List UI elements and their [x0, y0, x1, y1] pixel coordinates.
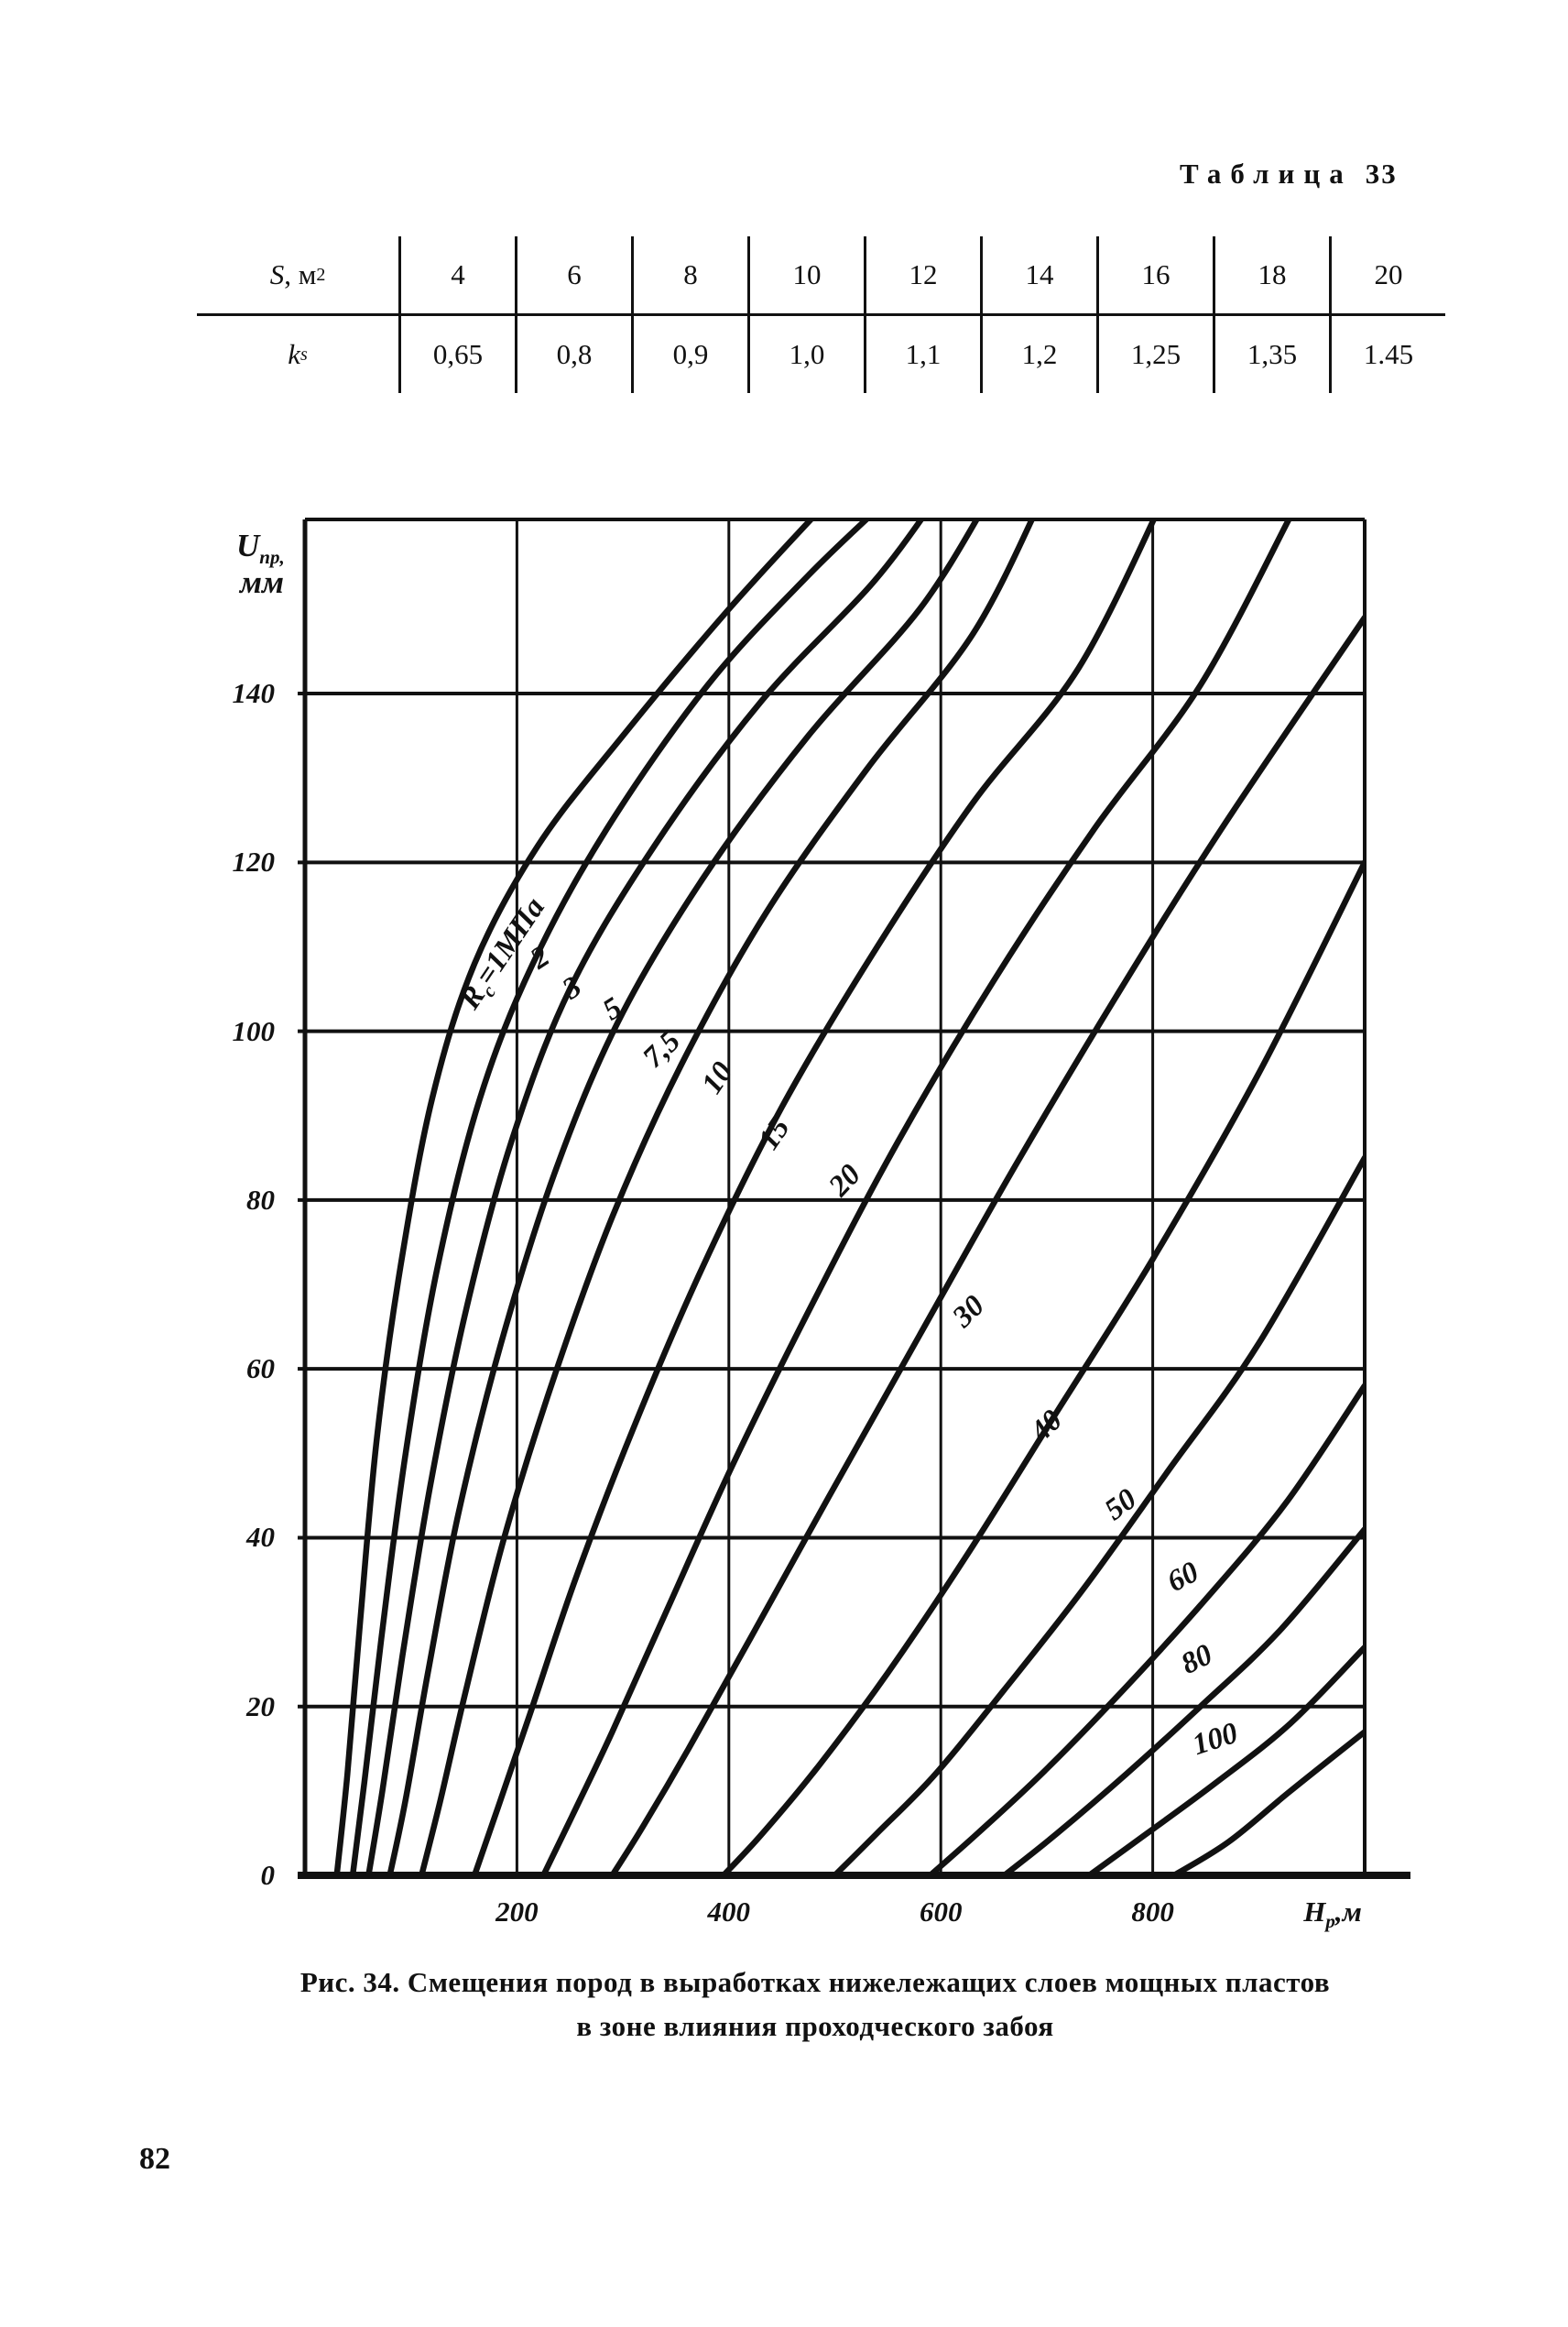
y-axis-title: Uпр, мм	[236, 528, 285, 600]
curve-3	[365, 519, 925, 1875]
x-tick-label-800: 800	[1131, 1895, 1174, 1928]
table-title-number: 33	[1365, 158, 1398, 190]
curve-7,5	[419, 519, 1036, 1875]
y-tick-label-140: 140	[232, 677, 276, 710]
table-col-header: 8	[631, 236, 747, 316]
x-tick-label-400: 400	[707, 1895, 751, 1928]
table-col-header: 16	[1096, 236, 1213, 316]
x-tick-label-200: 200	[495, 1895, 539, 1928]
table-cell-value: 1,35	[1213, 316, 1329, 393]
figure-caption-line2: в зоне влияния проходческого забоя	[576, 2010, 1054, 2042]
table-cell-value: 1,1	[864, 316, 980, 393]
curve-100	[1171, 1729, 1365, 1875]
table-title: Таблица 33	[1180, 158, 1398, 191]
table-cell-value: 1,0	[747, 316, 864, 393]
y-tick-label-60: 60	[246, 1352, 275, 1385]
coefficient-table: S, м 2 4 6 8 10 12 14 16 18 20 k s 0,65 0,8 0,9 1,0 1,1 1,…	[197, 236, 1445, 393]
figure-caption-line1: Рис. 34. Смещения пород в выработках ниж…	[299, 1966, 1331, 1998]
curve-80	[1085, 1644, 1365, 1875]
table-cell-value: 0,8	[515, 316, 631, 393]
table-col-header: 12	[864, 236, 980, 316]
x-tick-label-600: 600	[919, 1895, 963, 1928]
y-tick-label-40: 40	[246, 1521, 275, 1554]
curve-1	[333, 519, 815, 1875]
curve-30	[720, 859, 1365, 1875]
curve-10	[471, 519, 1158, 1875]
table-cell-value: 1.45	[1329, 316, 1445, 393]
y-tick-label-0: 0	[260, 1859, 276, 1891]
curve-50	[927, 1382, 1365, 1875]
table-col-header: 4	[398, 236, 515, 316]
curve-60	[1001, 1525, 1365, 1875]
curve-5	[387, 519, 981, 1875]
table-title-word: Таблица	[1180, 158, 1353, 190]
table-cell-value: 0,65	[398, 316, 515, 393]
curve-2	[349, 519, 871, 1875]
y-tick-label-20: 20	[246, 1689, 275, 1722]
y-tick-label-120: 120	[232, 846, 276, 879]
page-number: 82	[139, 2142, 170, 2176]
table-col-header: 18	[1213, 236, 1329, 316]
table-col-header: 20	[1329, 236, 1445, 316]
table-cell-value: 1,25	[1096, 316, 1213, 393]
curve-40	[832, 1154, 1365, 1875]
table-cell-value: 0,9	[631, 316, 747, 393]
y-tick-label-80: 80	[246, 1183, 275, 1216]
x-axis-unit-label: Нр,м	[1303, 1895, 1362, 1933]
curve-15	[540, 519, 1292, 1875]
table-cell-value: 1,2	[980, 316, 1096, 393]
table-col-header: 6	[515, 236, 631, 316]
curve-20	[609, 614, 1365, 1875]
table-col-header: 10	[747, 236, 864, 316]
table-col-header: 14	[980, 236, 1096, 316]
y-tick-label-100: 100	[232, 1014, 276, 1047]
